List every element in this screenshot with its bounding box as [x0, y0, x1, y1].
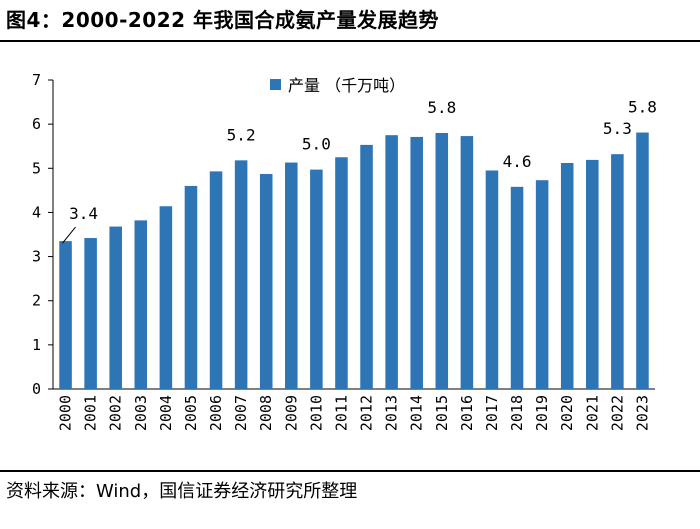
data-label: 4.6 [503, 152, 532, 171]
data-label: 5.8 [427, 98, 456, 117]
x-tick-label: 2001 [82, 395, 100, 431]
title-rule [0, 40, 700, 42]
x-tick-label: 2012 [358, 395, 376, 431]
data-label: 5.8 [628, 98, 657, 117]
x-tick-label: 2007 [232, 395, 250, 431]
x-tick-label: 2011 [332, 395, 350, 431]
source-rule [0, 470, 700, 472]
bar [611, 154, 624, 389]
data-label: 5.2 [227, 125, 256, 144]
x-tick-label: 2016 [458, 395, 476, 431]
bar [234, 160, 248, 389]
x-tick-label: 2020 [558, 395, 576, 431]
bar [109, 226, 122, 389]
data-label-leader [62, 226, 76, 244]
x-tick-label: 2003 [132, 395, 150, 431]
bar [84, 238, 97, 389]
x-tick-label: 2002 [107, 395, 125, 431]
x-tick-label: 2023 [633, 395, 651, 431]
bar [285, 162, 298, 389]
y-tick-label: 3 [32, 248, 41, 266]
bar [560, 162, 574, 389]
x-tick-label: 2004 [157, 395, 175, 431]
bar [259, 174, 273, 389]
bars [59, 132, 649, 389]
chart-title: 图4：2000-2022 年我国合成氨产量发展趋势 [6, 8, 440, 32]
x-tick-label: 2006 [207, 395, 225, 431]
bar [385, 135, 398, 389]
bar [410, 136, 423, 389]
legend-label: 产量 （千万吨） [288, 76, 405, 95]
x-tick-label: 2013 [383, 395, 401, 431]
bar [335, 157, 348, 389]
y-tick-label: 0 [32, 380, 41, 398]
data-label: 5.3 [603, 119, 632, 138]
bar [360, 144, 373, 389]
y-tick-label: 4 [32, 203, 41, 221]
bar [535, 180, 549, 389]
bar [460, 136, 474, 389]
bar [134, 220, 148, 389]
bar [636, 132, 649, 389]
bar [159, 206, 173, 389]
data-label: 5.0 [302, 135, 331, 154]
y-tick-label: 2 [32, 292, 41, 310]
x-tick-label: 2021 [583, 395, 601, 431]
legend-swatch [270, 79, 281, 90]
y-tick-label: 6 [32, 115, 41, 133]
x-tick-label: 2022 [608, 395, 626, 431]
x-tick-label: 2010 [307, 395, 325, 431]
x-tick-label: 2017 [483, 395, 501, 431]
x-axis: 2000 2001 2002 2003 2004 2005 2006 2007 2008 2009… [53, 388, 655, 431]
bar [510, 186, 524, 389]
bar [586, 159, 599, 389]
x-tick-label: 2005 [182, 395, 200, 431]
data-labels: 3.4 5.2 5.0 5.8 4.6 5.3 5.8 [62, 98, 657, 244]
bar [184, 185, 198, 389]
x-tick-label: 2008 [257, 395, 275, 431]
data-label: 3.4 [69, 204, 98, 223]
source-note: 资料来源：Wind，国信证券经济研究所整理 [6, 481, 358, 502]
bar [59, 241, 72, 389]
bar [310, 169, 323, 389]
x-tick-label: 2019 [533, 395, 551, 431]
x-tick-label: 2015 [433, 395, 451, 431]
bar [485, 170, 499, 389]
y-tick-label: 1 [32, 336, 41, 354]
x-tick-label: 2018 [508, 395, 526, 431]
x-tick-label: 2000 [57, 395, 75, 431]
bar [435, 132, 449, 389]
bar [209, 171, 223, 389]
y-axis: 0 1 2 3 4 5 6 7 [32, 71, 54, 398]
x-tick-label: 2009 [282, 395, 300, 431]
x-tick-label: 2014 [408, 395, 426, 431]
y-tick-label: 7 [32, 71, 41, 89]
legend: 产量 （千万吨） [270, 76, 405, 95]
y-tick-label: 5 [32, 159, 41, 177]
